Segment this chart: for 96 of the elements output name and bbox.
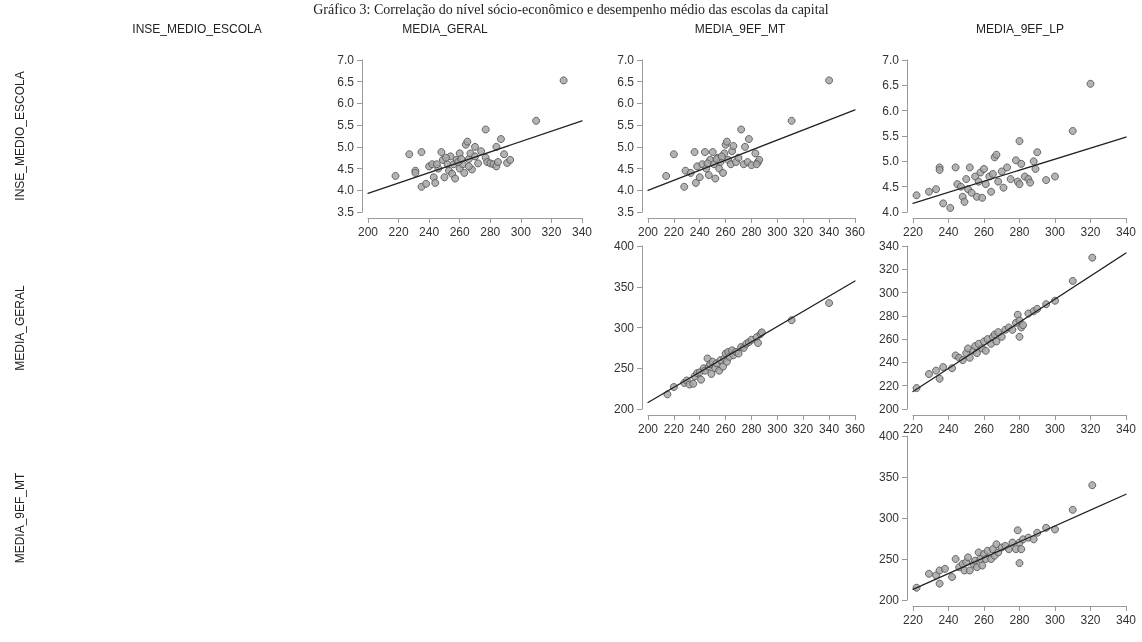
y-tick-label: 6.5 bbox=[617, 74, 635, 89]
y-tick-label: 6.0 bbox=[882, 103, 900, 118]
y-tick-label: 4.5 bbox=[617, 161, 635, 176]
x-tick-label: 340 bbox=[819, 225, 840, 239]
x-tick-label: 340 bbox=[1115, 422, 1137, 436]
y-tick-label: 5.5 bbox=[337, 118, 355, 133]
x-tick-label: 320 bbox=[1080, 613, 1101, 627]
x-tick-label: 220 bbox=[902, 422, 924, 436]
x-tick-label: 240 bbox=[689, 422, 711, 436]
x-tick-label: 280 bbox=[1009, 422, 1030, 436]
x-tick-label: 240 bbox=[689, 225, 711, 239]
x-tick-label: 320 bbox=[793, 225, 814, 239]
y-tick-label: 5.0 bbox=[617, 139, 635, 154]
y-tick-label: 340 bbox=[878, 239, 900, 253]
x-tick-label: 300 bbox=[1044, 225, 1066, 239]
y-tick-label: 200 bbox=[613, 402, 635, 416]
x-tick-label: 360 bbox=[844, 225, 866, 239]
x-tick-label: 340 bbox=[571, 225, 593, 239]
y-tick-label: 6.5 bbox=[337, 74, 355, 89]
x-tick-label: 300 bbox=[767, 422, 788, 436]
y-tick-label: 200 bbox=[878, 402, 900, 416]
text: MEDIA_9EF_MT bbox=[13, 472, 27, 564]
text: MEDIA_GERAL bbox=[13, 285, 27, 371]
y-tick-label: 200 bbox=[878, 593, 900, 607]
y-tick-label: 250 bbox=[878, 552, 900, 566]
y-tick-label: 250 bbox=[613, 361, 635, 376]
x-tick-label: 240 bbox=[938, 225, 959, 239]
y-tick-label: 300 bbox=[878, 285, 900, 300]
x-tick-label: 320 bbox=[1080, 225, 1101, 239]
x-tick-label: 300 bbox=[767, 225, 788, 239]
x-tick-label: 280 bbox=[741, 225, 762, 239]
x-tick-label: 240 bbox=[938, 422, 959, 436]
x-tick-label: 340 bbox=[819, 422, 840, 436]
y-tick-label: 5.0 bbox=[882, 154, 900, 169]
y-tick-label: 4.0 bbox=[882, 205, 900, 219]
x-tick-label: 260 bbox=[715, 422, 736, 436]
x-tick-label: 220 bbox=[663, 422, 685, 436]
text: Gráfico 3: Correlação do nível sócio-econômico e desempenho médio das escolas da capital bbox=[312, 2, 830, 18]
y-tick-label: 4.5 bbox=[882, 179, 900, 194]
x-tick-label: 260 bbox=[973, 422, 995, 436]
y-tick-label: 5.5 bbox=[617, 118, 635, 133]
x-tick-label: 260 bbox=[973, 225, 995, 239]
x-tick-label: 220 bbox=[388, 225, 409, 239]
x-tick-label: 200 bbox=[637, 422, 659, 436]
y-tick-label: 4.0 bbox=[617, 183, 635, 198]
y-tick-label: 320 bbox=[878, 262, 900, 277]
x-tick-label: 300 bbox=[1044, 613, 1066, 627]
text: INSE_MEDIO_ESCOLA bbox=[13, 71, 27, 201]
y-tick-label: 7.0 bbox=[337, 53, 355, 67]
text: MEDIA_9EF_LP bbox=[975, 22, 1065, 36]
y-tick-label: 6.5 bbox=[882, 78, 900, 93]
y-tick-label: 220 bbox=[878, 378, 900, 393]
x-tick-label: 320 bbox=[541, 225, 562, 239]
x-tick-label: 320 bbox=[793, 422, 814, 436]
y-tick-label: 5.0 bbox=[337, 139, 355, 154]
y-tick-label: 400 bbox=[878, 429, 900, 443]
x-tick-label: 280 bbox=[1009, 225, 1030, 239]
y-tick-label: 3.5 bbox=[337, 205, 355, 219]
y-tick-label: 7.0 bbox=[882, 53, 900, 67]
x-tick-label: 240 bbox=[938, 613, 959, 627]
y-tick-label: 3.5 bbox=[617, 205, 635, 219]
y-tick-label: 350 bbox=[878, 470, 900, 484]
x-tick-label: 200 bbox=[637, 225, 659, 239]
x-tick-label: 220 bbox=[902, 613, 924, 627]
x-tick-label: 340 bbox=[1115, 613, 1137, 627]
y-tick-label: 6.0 bbox=[617, 96, 635, 111]
x-tick-label: 220 bbox=[663, 225, 685, 239]
y-tick-label: 300 bbox=[613, 320, 635, 335]
x-tick-label: 240 bbox=[419, 225, 440, 239]
y-tick-label: 400 bbox=[613, 239, 635, 253]
x-tick-label: 320 bbox=[1080, 422, 1101, 436]
y-tick-label: 4.0 bbox=[337, 183, 355, 198]
y-tick-label: 5.5 bbox=[882, 129, 900, 143]
x-tick-label: 300 bbox=[1044, 422, 1066, 436]
x-tick-label: 360 bbox=[844, 422, 866, 436]
x-tick-label: 300 bbox=[510, 225, 532, 239]
x-tick-label: 220 bbox=[902, 225, 924, 239]
x-tick-label: 280 bbox=[741, 422, 762, 436]
x-tick-label: 340 bbox=[1115, 225, 1137, 239]
y-tick-label: 4.5 bbox=[337, 161, 355, 176]
y-tick-label: 350 bbox=[613, 279, 635, 294]
text: MEDIA_GERAL bbox=[402, 22, 488, 36]
text: INSE_MEDIO_ESCOLA bbox=[132, 22, 262, 36]
x-tick-label: 260 bbox=[715, 225, 736, 239]
x-tick-label: 260 bbox=[973, 613, 995, 627]
x-tick-label: 280 bbox=[480, 225, 501, 239]
y-tick-label: 240 bbox=[878, 355, 900, 370]
y-tick-label: 300 bbox=[878, 511, 900, 525]
x-tick-label: 200 bbox=[357, 225, 379, 239]
y-tick-label: 280 bbox=[878, 308, 900, 323]
y-tick-label: 260 bbox=[878, 332, 900, 347]
x-tick-label: 280 bbox=[1009, 613, 1030, 627]
text: MEDIA_9EF_MT bbox=[694, 22, 786, 36]
y-tick-label: 7.0 bbox=[617, 53, 635, 67]
x-tick-label: 260 bbox=[449, 225, 471, 239]
y-tick-label: 6.0 bbox=[337, 96, 355, 111]
